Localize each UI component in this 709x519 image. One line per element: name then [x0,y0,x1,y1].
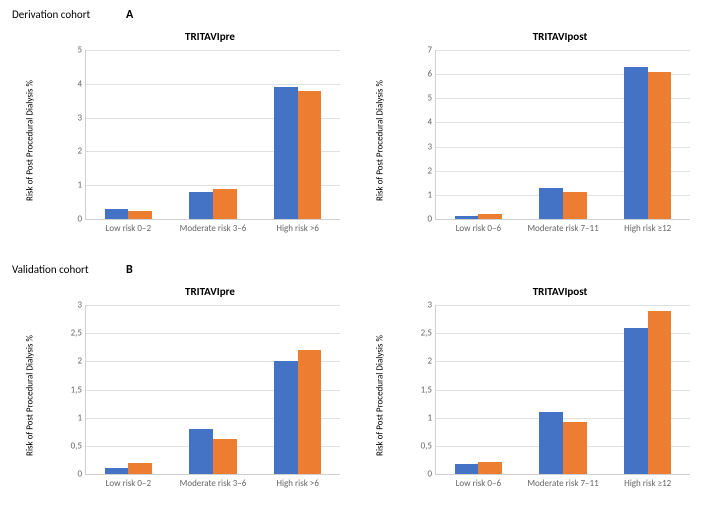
y-tick-label: 5 [77,45,86,56]
y-axis-label-b-pre: Risk of Post Procedural Dialysis % [25,311,36,481]
y-tick-label: 3 [77,300,86,311]
y-tick-label: 1 [77,412,86,423]
chart-a-post: 01234567Low risk 0–6Moderate risk 7–11Hi… [410,50,690,245]
y-tick-label: 3 [427,141,436,152]
bar-series2 [128,211,152,219]
y-tick-label: 4 [77,78,86,89]
y-tick-label: 3 [427,300,436,311]
bar-series1 [105,209,129,219]
y-tick-label: 0 [77,469,86,480]
bar-series2 [298,350,322,474]
chart-a-pre: 012345Low risk 0–2Moderate risk 3–6High … [60,50,340,245]
chart-title-a-pre: TRITAVIpre [150,30,270,43]
x-tick-label: High risk ≥12 [624,219,671,234]
bar-series2 [213,439,237,474]
chart-title-b-pre: TRITAVIpre [150,285,270,298]
y-tick-label: 3 [77,112,86,123]
y-tick-label: 2,5 [71,328,86,339]
y-tick-label: 0,5 [71,440,86,451]
derivation-cohort-label: Derivation cohort [12,8,90,21]
y-axis-label-a-post: Risk of Post Procedural Dialysis % [375,56,386,226]
y-tick-label: 2 [427,356,436,367]
gridline [436,305,690,306]
y-tick-label: 1,5 [71,384,86,395]
y-tick-label: 2 [427,165,436,176]
y-tick-label: 4 [427,117,436,128]
bar-series2 [563,192,587,219]
x-tick-label: Low risk 0–2 [106,474,151,489]
x-tick-label: High risk >6 [276,219,319,234]
y-tick-label: 1,5 [421,384,436,395]
x-tick-label: Low risk 0–6 [456,219,501,234]
bar-series2 [213,189,237,219]
bar-series2 [648,311,672,474]
y-tick-label: 0 [77,214,86,225]
gridline [436,50,690,51]
x-tick-label: Low risk 0–6 [456,474,501,489]
y-tick-label: 5 [427,93,436,104]
plot-area: 00,511,522,53Low risk 0–2Moderate risk 3… [85,305,340,475]
x-tick-label: Moderate risk 7–11 [527,219,598,234]
x-tick-label: Moderate risk 7–11 [527,474,598,489]
gridline [86,305,340,306]
bar-series2 [478,462,502,474]
bar-series1 [274,87,298,219]
x-tick-label: High risk ≥12 [624,474,671,489]
validation-cohort-label: Validation cohort [12,263,89,276]
plot-area: 012345Low risk 0–2Moderate risk 3–6High … [85,50,340,220]
bar-series2 [563,422,587,474]
gridline [86,50,340,51]
bar-series1 [189,429,213,474]
y-tick-label: 7 [427,45,436,56]
x-tick-label: Moderate risk 3–6 [180,474,247,489]
plot-area: 00,511,522,53Low risk 0–6Moderate risk 7… [435,305,690,475]
bar-series1 [624,67,648,219]
x-tick-label: Moderate risk 3–6 [180,219,247,234]
y-axis-label-b-post: Risk of Post Procedural Dialysis % [375,311,386,481]
x-tick-label: High risk >6 [276,474,319,489]
plot-area: 01234567Low risk 0–6Moderate risk 7–11Hi… [435,50,690,220]
bar-series1 [539,188,563,219]
chart-b-post: 00,511,522,53Low risk 0–6Moderate risk 7… [410,305,690,500]
panel-letter-a: A [126,8,133,22]
y-tick-label: 6 [427,69,436,80]
y-tick-label: 2 [77,356,86,367]
bar-series2 [648,72,672,219]
y-tick-label: 1 [427,412,436,423]
bar-series1 [455,464,479,474]
y-tick-label: 2 [77,146,86,157]
y-tick-label: 1 [77,180,86,191]
bar-series1 [624,328,648,474]
chart-b-pre: 00,511,522,53Low risk 0–2Moderate risk 3… [60,305,340,500]
chart-title-b-post: TRITAVIpost [500,285,620,298]
bar-series2 [298,91,322,219]
bar-series2 [128,463,152,474]
gridline [86,84,340,85]
x-tick-label: Low risk 0–2 [106,219,151,234]
panel-letter-b: B [126,263,133,277]
chart-title-a-post: TRITAVIpost [500,30,620,43]
y-tick-label: 0 [427,469,436,480]
y-tick-label: 0 [427,214,436,225]
y-tick-label: 1 [427,189,436,200]
bar-series1 [189,192,213,219]
bar-series1 [539,412,563,474]
y-tick-label: 2,5 [421,328,436,339]
gridline [86,333,340,334]
bar-series1 [274,361,298,474]
y-tick-label: 0,5 [421,440,436,451]
y-axis-label-a-pre: Risk of Post Procedural Dialysis % [25,56,36,226]
